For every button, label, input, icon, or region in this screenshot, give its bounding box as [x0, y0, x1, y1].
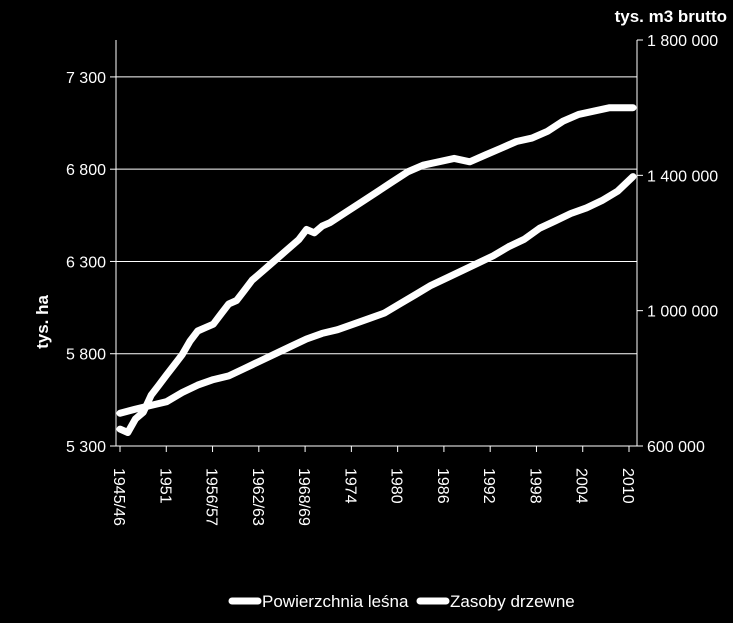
y-left-tick-label: 5 800: [66, 347, 106, 364]
left-axis-ticks: 5 300 5 800 6 300 6 800 7 300: [66, 70, 116, 456]
x-tick-label: 1968/69: [295, 468, 312, 526]
axes: [115, 40, 638, 447]
x-tick-label: 1974: [341, 468, 358, 504]
x-tick-label: 1951: [156, 468, 173, 504]
y-right-tick-label: 1 800 000: [647, 33, 718, 50]
x-tick-label: 2010: [619, 468, 636, 504]
y-left-axis-title: tys. ha: [33, 295, 52, 349]
series-line-zasoby-drzewne: [116, 104, 637, 436]
right-axis-ticks: 600 000 1 000 000 1 400 000 1 800 000: [637, 33, 718, 456]
x-tick-label: 1992: [480, 468, 497, 504]
legend-label-powierzchnia: Powierzchnia leśna: [262, 592, 409, 611]
x-axis-ticks: 1945/46 1951 1956/57 1962/63 1968/69 1974 1980…: [110, 446, 636, 526]
x-tick-label: 1945/46: [110, 468, 127, 526]
y-left-tick-label: 6 300: [66, 254, 106, 271]
x-tick-label: 1980: [388, 468, 405, 504]
y-right-tick-label: 1 400 000: [647, 168, 718, 185]
legend: Powierzchnia leśna Zasoby drzewne: [228, 592, 575, 611]
x-tick-label: 1962/63: [249, 468, 266, 526]
series-lines: [116, 104, 637, 436]
y-left-tick-label: 5 300: [66, 439, 106, 456]
y-right-tick-label: 1 000 000: [647, 304, 718, 321]
x-tick-label: 2004: [573, 468, 590, 504]
y-right-tick-label: 600 000: [647, 439, 705, 456]
y-left-tick-label: 6 800: [66, 162, 106, 179]
x-tick-label: 1998: [526, 468, 543, 504]
x-tick-label: 1956/57: [203, 468, 220, 526]
series-line-powierzchnia-lesna: [116, 173, 637, 417]
y-left-tick-label: 7 300: [66, 70, 106, 87]
y-right-axis-title: tys. m3 brutto: [615, 7, 727, 26]
x-tick-label: 1986: [434, 468, 451, 504]
gridlines: [116, 76, 637, 355]
legend-label-zasoby: Zasoby drzewne: [450, 592, 575, 611]
